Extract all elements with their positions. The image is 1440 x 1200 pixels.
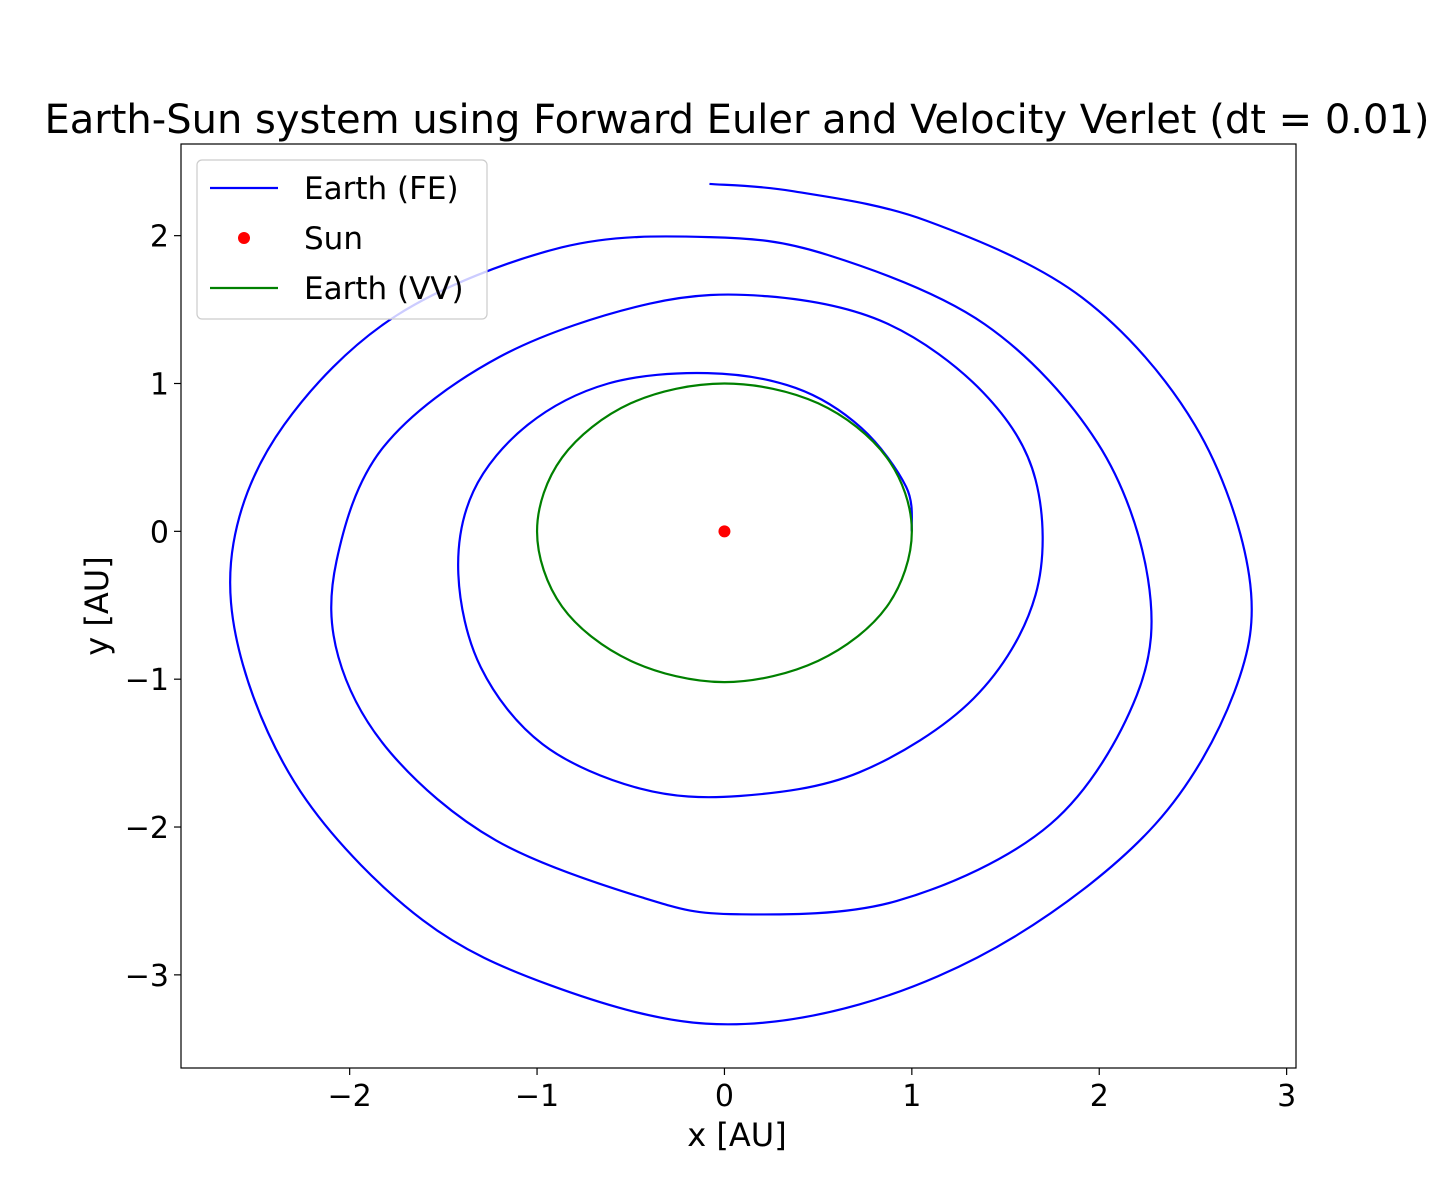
y-tick-label: 1 xyxy=(150,368,169,403)
y-tick-label: −1 xyxy=(125,663,169,698)
y-tick-label: 0 xyxy=(150,515,169,550)
series-line-earth-fe xyxy=(229,182,1253,1026)
series-marker-sun xyxy=(718,525,731,538)
x-tick-label: −2 xyxy=(328,1079,372,1114)
x-tick-label: 1 xyxy=(902,1079,921,1114)
x-tick-label: 3 xyxy=(1277,1079,1296,1114)
legend: Earth (FE) Sun Earth (VV) xyxy=(196,159,488,320)
legend-label-earth-vv: Earth (VV) xyxy=(304,271,464,307)
x-tick-label: −1 xyxy=(515,1079,559,1114)
y-tick-label: 2 xyxy=(150,220,169,255)
y-tick-label: −2 xyxy=(125,811,169,846)
axes-ticks: −2 −1 0 1 2 3 −3 −2 −1 0 1 2 xyxy=(125,220,1296,1114)
legend-label-sun: Sun xyxy=(304,221,363,257)
y-tick-label: −3 xyxy=(125,959,169,994)
series-line-earth-vv xyxy=(535,382,913,684)
legend-label-earth-fe: Earth (FE) xyxy=(304,171,459,207)
legend-box xyxy=(196,159,488,320)
x-axis-label: x [AU] xyxy=(687,1116,786,1154)
plot-frame xyxy=(180,143,1297,1069)
x-tick-label: 2 xyxy=(1090,1079,1109,1114)
legend-swatch-sun xyxy=(238,232,250,244)
plot-area xyxy=(229,182,1253,1026)
x-tick-label: 0 xyxy=(715,1079,734,1114)
y-axis-label: y [AU] xyxy=(78,556,116,655)
chart-title: Earth-Sun system using Forward Euler and… xyxy=(45,97,1430,143)
